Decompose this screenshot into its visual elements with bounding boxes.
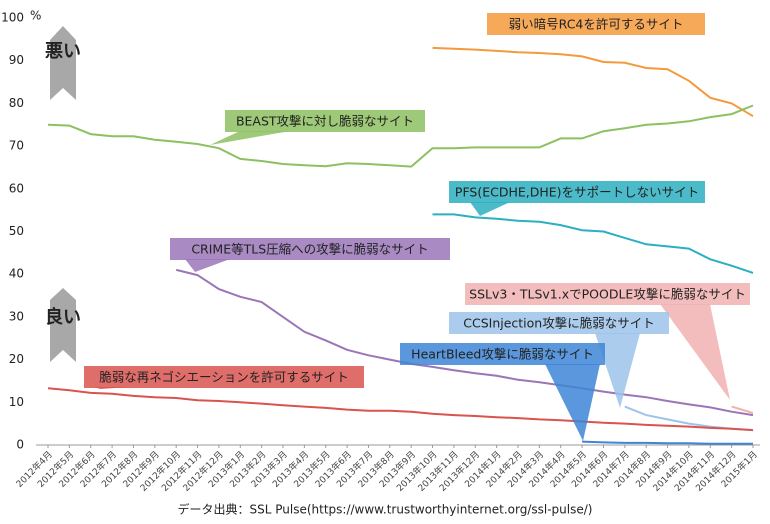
- y-tick-label: 10: [9, 395, 24, 409]
- series-line: [582, 440, 753, 445]
- callout-box: [400, 343, 605, 365]
- callout-pointer: [470, 202, 510, 216]
- legend-label: SSLv3・TLSv1.xでPOODLE攻撃に脆弱なサイト: [469, 287, 746, 302]
- callout-box: [449, 312, 669, 334]
- bad-arrow: [50, 26, 76, 100]
- callout-box: [170, 238, 450, 260]
- callout-box: [465, 283, 750, 305]
- series-line: [432, 46, 754, 118]
- legend-label: CCSInjection攻撃に脆弱なサイト: [463, 316, 654, 331]
- legend-label: HeartBleed攻撃に脆弱なサイト: [411, 347, 594, 362]
- legend-label: CRIME等TLS圧縮への攻撃に脆弱なサイト: [191, 242, 428, 257]
- legend-label: PFS(ECDHE,DHE)をサポートしないサイト: [455, 185, 699, 200]
- series-line: [175, 268, 754, 417]
- series-line: [432, 213, 754, 274]
- series-line: [47, 387, 754, 432]
- y-tick-label: 80: [9, 96, 24, 110]
- callout-pointer: [660, 304, 730, 400]
- callout-box: [449, 181, 705, 203]
- bad-label: 悪い: [45, 41, 81, 62]
- callout-pointer: [210, 131, 290, 145]
- good-label: 良い: [45, 306, 81, 328]
- y-tick-label: 70: [9, 139, 24, 153]
- y-tick-label: 100: [1, 11, 24, 25]
- series-line: [47, 104, 754, 168]
- callout-box: [487, 13, 705, 35]
- y-tick-label: 0: [16, 438, 24, 452]
- y-unit: %: [30, 9, 41, 23]
- callout-box: [225, 110, 425, 132]
- callout-pointer: [545, 364, 600, 441]
- series-line: [731, 405, 754, 414]
- legend-label: BEAST攻撃に対し脆弱なサイト: [236, 114, 414, 129]
- source: データ出典：SSL Pulse(https://www.trustworthyi…: [178, 502, 593, 517]
- y-tick-label: 50: [9, 224, 24, 238]
- callout-pointer: [185, 259, 230, 272]
- callout-box: [84, 366, 364, 388]
- legend-label: 脆弱な再ネゴシエーションを許可するサイト: [99, 370, 349, 385]
- good-arrow: [50, 288, 76, 362]
- y-tick-label: 90: [9, 53, 24, 67]
- y-tick-label: 40: [9, 267, 24, 281]
- legend-label: 弱い暗号RC4を許可するサイト: [509, 17, 684, 32]
- y-tick-label: 60: [9, 181, 24, 195]
- callout-pointer: [595, 333, 640, 408]
- y-tick-label: 20: [9, 352, 24, 366]
- y-tick-label: 30: [9, 309, 24, 323]
